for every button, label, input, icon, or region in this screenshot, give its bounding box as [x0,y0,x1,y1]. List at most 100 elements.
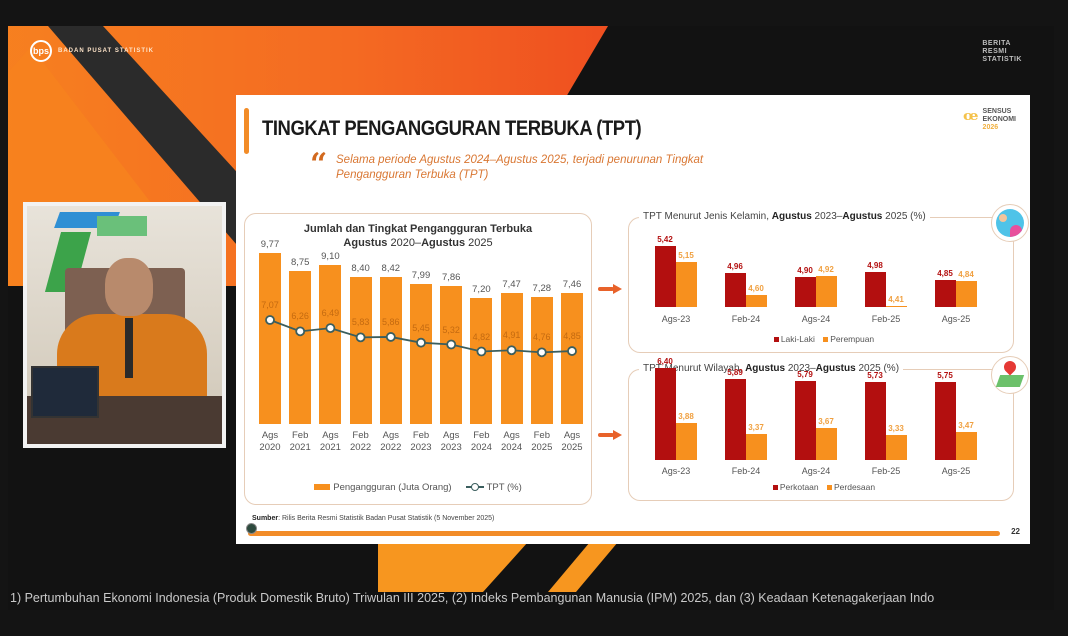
bar [816,275,837,307]
bar [289,270,312,424]
slide-quote: Selama periode Agustus 2024–Agustus 2025… [336,154,704,181]
title-accent [244,108,249,154]
bar [746,434,767,460]
x-axis-label: Ags-24 [801,314,831,324]
bar-value-label: 4,85 [937,269,953,278]
tpt-value-label: 4,91 [502,330,521,341]
gender-chart-title: TPT Menurut Jenis Kelamin, Agustus 2023–… [639,211,930,222]
x-axis-label: Ags-24 [801,466,831,476]
perkotaan-swatch-icon [772,485,778,491]
arrow-right-icon [598,284,622,294]
brs-line: STATISTIK [982,56,1022,63]
unemployment-bar-line-chart: 9,77 7,07 Ags 2020 8,75 6,26 Feb 2021 9,10 6,49 Ag… [257,239,587,454]
bar [500,293,523,424]
bar [886,435,907,460]
presentation-slide: TINGKAT PENGANGGURAN TERBUKA (TPT) “ Sel… [236,95,1030,544]
bar [725,273,746,307]
main-chart-legend: Pengangguran (Juta Orang) TPT (%) [245,482,591,493]
bar [440,286,463,424]
bar [956,432,977,460]
bar-value-label: 3,37 [748,423,764,433]
tpt-value-label: 4,82 [472,331,491,342]
bar [795,277,816,307]
bar-value-label: 4,96 [727,262,743,272]
tpt-value-label: 5,83 [351,317,370,328]
x-axis-label: Ags 2025 [561,430,583,453]
bar [956,280,977,307]
bar-value-label: 5,89 [727,367,743,377]
bar-value-label: 4,92 [818,264,834,274]
bg-chevron [378,542,528,592]
brs-logo: BERITA RESMI STATISTIK [982,40,1022,64]
region-bar-chart: 6,40 3,88 Ags-23 5,89 3,37 Feb-24 5,79 3,67 Ags-… [629,357,1013,500]
bar-value-label: 9,10 [321,250,340,262]
bar-value-label: 4,90 [797,266,813,275]
bar-value-label: 5,79 [797,370,813,380]
bg-chevron [548,542,618,592]
region-chart-title: TPT Menurut Wilayah, Agustus 2023–Agustu… [639,363,904,374]
sensus-line: SENSUS [982,107,1012,115]
x-axis-label: Feb-25 [871,466,901,476]
sensus-logo-icon: ꟹ [963,105,979,134]
bar [349,277,372,424]
tpt-value-label: 5,32 [442,324,460,335]
x-axis-label: Ags-23 [661,314,691,324]
x-axis-label: Ags-25 [941,466,971,476]
bar-value-label: 4,98 [867,261,883,271]
tpt-value-label: 5,86 [382,316,400,327]
bar [655,367,676,460]
perempuan-swatch-icon [823,337,829,343]
slide-title: TINGKAT PENGANGGURAN TERBUKA (TPT) [262,117,642,140]
bar-value-label: 7,99 [411,270,431,282]
people-icon [991,204,1029,242]
x-axis-label: Feb 2023 [410,430,432,453]
tpt-value-label: 5,45 [412,322,430,333]
bar [379,276,402,424]
brs-line: BERITA [982,40,1011,47]
bar-value-label: 4,41 [888,295,904,305]
bar [725,378,746,460]
tpt-value-label: 6,49 [321,308,340,319]
legend-item-pengangguran: Pengangguran (Juta Orang) [314,482,452,493]
map-pin-icon [991,356,1029,394]
bar-value-label: 8,42 [381,262,401,274]
chart-title-line: Jumlah dan Tingkat Pengangguran Terbuka [303,223,533,235]
x-axis-label: Feb-24 [731,314,761,324]
bar [410,284,432,424]
tpt-value-label: 4,76 [533,332,551,343]
bar [865,382,886,460]
speaker-video [23,202,226,448]
main-chart-title: Jumlah dan Tingkat Pengangguran Terbuka … [245,222,591,250]
x-axis-label: Ags-25 [941,314,971,324]
x-axis-label: Feb 2021 [289,430,311,453]
tpt-line [265,315,577,358]
region-legend: Perkotaan Perdesaan [629,482,1013,492]
bar-value-label: 3,47 [958,421,974,431]
bar [816,427,837,460]
bar [886,306,907,307]
bar-value-label: 5,15 [678,251,694,260]
line-marker-icon [465,483,484,492]
bar-value-label: 3,88 [678,412,694,422]
x-axis-label: Feb 2022 [350,430,372,453]
x-axis-label: Ags-23 [661,466,691,476]
x-axis-label: Feb-24 [731,466,761,476]
bar [319,264,342,424]
gender-bar-chart: 5,42 5,15 Ags-23 4,96 4,60 Feb-24 4,90 4,92 Ags-… [629,218,1013,352]
news-ticker: 1) Pertumbuhan Ekonomi Indonesia (Produk… [10,591,935,605]
source-note: Sumber: Rilis Berita Resmi Statistik Bad… [252,515,495,522]
bar [865,272,886,307]
bar-value-label: 7,86 [441,272,461,284]
footer-bar [248,531,1000,536]
sensus-ekonomi-logo: ꟹ SENSUS EKONOMI 2026 [963,105,1016,134]
bar-value-label: 8,75 [290,256,310,268]
tpt-region-panel: TPT Menurut Wilayah, Agustus 2023–Agustu… [628,356,1029,501]
tablet [31,366,99,418]
tpt-value-label: 7,07 [261,300,279,310]
gender-legend: Laki-Laki Perempuan [629,334,1013,344]
bps-logo-text: BADAN PUSAT STATISTIK [58,48,154,54]
bar [676,423,697,460]
bar-value-label: 5,75 [937,370,953,380]
bar [676,262,697,307]
bar [746,295,767,307]
